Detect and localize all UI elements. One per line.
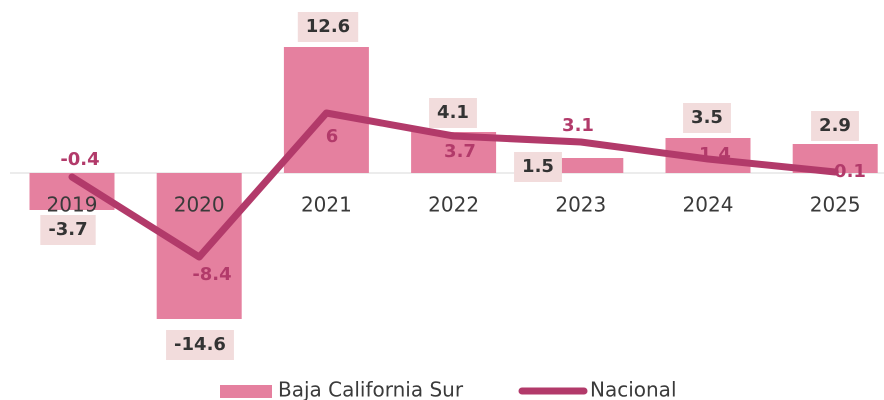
label-box [166, 330, 234, 360]
bar-value-label: 3.5 [691, 107, 723, 128]
x-tick-label: 2024 [683, 193, 734, 217]
label-box [683, 103, 731, 133]
label-box [297, 12, 359, 42]
bar-value-label: -14.6 [174, 334, 226, 355]
line-value-label: -0.4 [60, 149, 99, 170]
x-tick-label: 2020 [174, 193, 225, 217]
legend-swatch [220, 385, 272, 398]
x-tick-label: 2021 [301, 193, 352, 217]
label-box [429, 98, 477, 128]
bar-label-group: 4.1 [429, 98, 477, 128]
line-value-label: 0.1 [834, 161, 866, 182]
bar-value-label: 2.9 [819, 115, 851, 136]
line-value-label: 6 [326, 126, 339, 147]
bar-label-group: -3.7 [40, 215, 96, 245]
bar-value-label: 12.6 [306, 16, 350, 37]
bar-label-group: 1.5 [514, 152, 562, 182]
x-tick-label: 2019 [47, 193, 98, 217]
legend-label: Nacional [590, 378, 677, 400]
bar-value-label: 4.1 [437, 102, 469, 123]
line [68, 109, 839, 261]
line-value-label: 1.4 [699, 144, 731, 165]
bar-label-group: 2.9 [811, 111, 859, 141]
bar-label-group: 3.5 [683, 103, 731, 133]
bar-label-group: 12.6 [297, 12, 359, 42]
line-value-label: -8.4 [192, 264, 231, 285]
bar-value-label: 1.5 [522, 156, 554, 177]
x-tick-label: 2023 [555, 193, 606, 217]
legend-label: Baja California Sur [278, 378, 464, 400]
bar [156, 173, 242, 319]
bar-value-label: -3.7 [48, 219, 87, 240]
x-tick-label: 2022 [428, 193, 479, 217]
x-tick-label: 2025 [810, 193, 861, 217]
line-value-label: 3.7 [444, 141, 476, 162]
label-box [811, 111, 859, 141]
label-box [40, 215, 96, 245]
label-box [514, 152, 562, 182]
bar-label-group: -14.6 [166, 330, 234, 360]
line-value-label: 3.1 [562, 115, 594, 136]
